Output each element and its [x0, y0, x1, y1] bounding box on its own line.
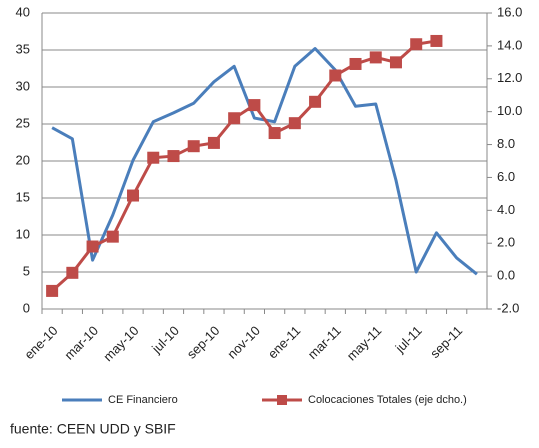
point-marker [147, 151, 160, 164]
y-tick-label: 15 [16, 189, 30, 204]
point-marker [228, 112, 241, 125]
x-tick-label: ene-10 [21, 323, 60, 362]
x-tick-label: jul-11 [392, 323, 425, 356]
point-marker [187, 140, 200, 153]
point-marker [167, 150, 180, 163]
point-marker [369, 51, 382, 64]
point-marker [46, 284, 59, 297]
x-tick-label: nov-10 [224, 323, 263, 362]
x-tick-label: may-11 [344, 323, 385, 364]
x-tick-label: sep-11 [427, 323, 465, 361]
series-line [51, 39, 437, 293]
y2-tick-label: 14.0 [497, 37, 522, 52]
y2-tick-label: 2.0 [497, 235, 515, 250]
y2-tick-label: 12.0 [497, 70, 522, 85]
point-marker [248, 99, 261, 112]
y-tick-label: 35 [16, 41, 30, 56]
legend-marker [277, 395, 287, 405]
point-marker [127, 189, 140, 202]
y-tick-label: 30 [16, 78, 30, 93]
point-marker [86, 240, 99, 253]
x-tick-label: mar-11 [305, 323, 344, 362]
point-marker [106, 230, 119, 243]
source-note: fuente: CEEN UDD y SBIF [10, 421, 176, 437]
x-tick-label: may-10 [100, 323, 141, 364]
point-marker [389, 56, 402, 69]
y-tick-label: 0 [23, 300, 30, 315]
x-tick-label: ene-11 [265, 323, 304, 362]
legend-label: CE Financiero [108, 394, 178, 406]
y2-tick-label: 4.0 [497, 202, 515, 217]
x-tick-label: sep-10 [184, 323, 223, 362]
point-marker [349, 57, 362, 70]
y2-tick-label: 6.0 [497, 169, 515, 184]
point-marker [410, 38, 423, 51]
y-tick-label: 20 [16, 152, 30, 167]
point-marker [309, 95, 322, 108]
point-marker [207, 136, 220, 149]
point-marker [288, 117, 301, 130]
x-tick-label: jul-10 [148, 323, 182, 357]
point-marker [329, 69, 342, 82]
x-tick-label: mar-10 [61, 323, 101, 363]
y2-tick-label: 0.0 [497, 268, 515, 283]
y2-tick-label: 8.0 [497, 136, 515, 151]
legend-label: Colocaciones Totales (eje dcho.) [308, 394, 467, 406]
point-marker [66, 266, 79, 279]
y-tick-label: 5 [23, 263, 30, 278]
y2-tick-label: 10.0 [497, 103, 522, 118]
y-tick-label: 40 [16, 4, 30, 19]
y2-tick-label: 16.0 [497, 4, 522, 19]
point-marker [430, 34, 443, 47]
y2-tick-label: -2.0 [497, 300, 519, 315]
point-marker [268, 127, 281, 140]
y-tick-label: 25 [16, 115, 30, 130]
y-tick-label: 10 [16, 226, 30, 241]
